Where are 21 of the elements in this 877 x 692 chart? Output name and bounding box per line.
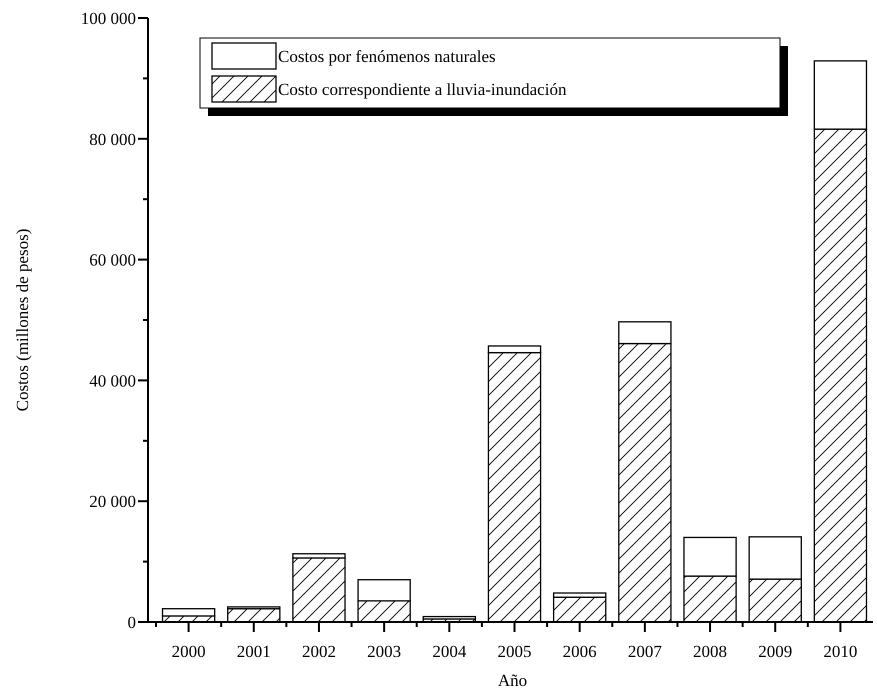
- x-tick-label: 2003: [367, 642, 402, 661]
- x-tick-label: 2004: [432, 642, 467, 661]
- legend-label: Costos por fenómenos naturales: [278, 46, 496, 66]
- x-tick-label: 2001: [236, 642, 271, 661]
- y-tick-label: 100 000: [80, 8, 136, 28]
- x-tick-label: 2005: [498, 642, 532, 661]
- x-tick-label: 2008: [693, 642, 728, 661]
- x-tick-label: 2006: [562, 642, 597, 661]
- x-tick-label: 2010: [823, 642, 858, 661]
- y-tick-label: 0: [128, 612, 136, 632]
- y-tick-label: 60 000: [89, 250, 136, 270]
- y-tick-label: 80 000: [89, 130, 136, 149]
- x-tick-label: 2009: [758, 642, 792, 661]
- y-tick-label: 40 000: [89, 371, 136, 390]
- legend-label: Costo correspondiente a lluvia-inundación: [278, 80, 567, 99]
- x-tick-label: 2007: [628, 642, 662, 661]
- y-tick-label: 20 000: [89, 492, 136, 512]
- y-axis-title: Costos (millones de pesos): [13, 228, 32, 412]
- x-tick-label: 2002: [302, 642, 336, 661]
- x-tick-label: 2000: [172, 642, 206, 661]
- x-axis-title: Año: [498, 671, 528, 690]
